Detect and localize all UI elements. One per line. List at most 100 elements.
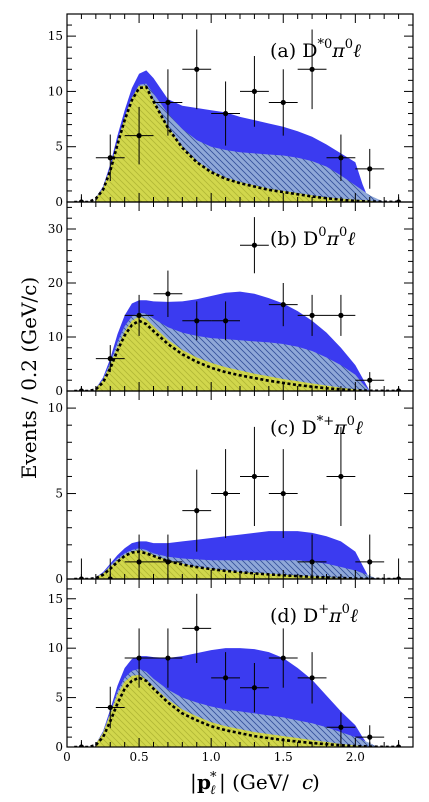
x-axis-label-open: | xyxy=(190,770,197,795)
y-tick-label: 10 xyxy=(48,330,63,344)
dashed-curve xyxy=(74,550,399,579)
panel-plot-area-0 xyxy=(67,29,413,202)
data-point-marker xyxy=(280,490,286,497)
panel-label-part: π xyxy=(328,605,342,627)
data-point-marker xyxy=(251,88,258,95)
data-point xyxy=(268,283,298,327)
panel-label-part: (c) D xyxy=(270,417,317,439)
panel-label: (c) D*+π0ℓ xyxy=(270,414,363,439)
panel-label-part: 0 xyxy=(318,225,326,240)
y-tick-label: 15 xyxy=(48,592,63,606)
y-tick-label: 0 xyxy=(55,195,63,209)
panel-label-part: *+ xyxy=(317,414,334,429)
data-point-marker xyxy=(165,99,171,106)
panel-label-part: π xyxy=(331,40,345,62)
data-point xyxy=(355,372,385,389)
data-point-marker xyxy=(338,724,344,730)
data-point-marker xyxy=(136,559,142,565)
data-point-marker xyxy=(194,318,200,324)
dashed-curve xyxy=(74,676,399,747)
data-point-marker xyxy=(165,655,171,661)
x-axis-label-star: * xyxy=(210,770,217,785)
y-tick-label: 10 xyxy=(48,401,63,415)
data-point-marker xyxy=(280,99,286,106)
data-point-marker xyxy=(309,312,315,318)
y-tick-label: 5 xyxy=(55,691,63,705)
y-tick-label: 5 xyxy=(55,140,63,154)
y-tick-label: 5 xyxy=(55,487,63,501)
data-point-marker xyxy=(222,490,229,497)
panel-label-part: ℓ xyxy=(350,605,358,627)
x-tick-label: 1.5 xyxy=(274,750,293,764)
panel-label-part: 0 xyxy=(347,414,355,429)
data-point xyxy=(355,148,385,189)
data-point xyxy=(95,134,125,181)
panel-label-part: π xyxy=(333,417,347,439)
data-point-marker xyxy=(222,110,229,117)
y-tick-label: 0 xyxy=(55,384,63,398)
y-tick-label: 10 xyxy=(48,84,63,98)
y-tick-label: 0 xyxy=(55,572,63,586)
data-point xyxy=(326,134,356,181)
panel-plot-area-2 xyxy=(67,426,413,579)
data-point-marker xyxy=(338,155,344,161)
panel-label-part: (a) D xyxy=(270,40,317,62)
data-point xyxy=(211,301,240,341)
panel-label: (d) D+π0ℓ xyxy=(270,602,358,627)
data-point xyxy=(124,534,154,579)
data-point xyxy=(240,426,269,527)
data-point-marker xyxy=(280,655,286,661)
y-tick-label: 20 xyxy=(48,276,63,290)
data-point-marker xyxy=(107,155,113,161)
data-point xyxy=(240,663,269,713)
data-point-marker xyxy=(367,166,373,172)
data-point-marker xyxy=(194,66,200,72)
data-point-marker xyxy=(338,312,344,318)
x-axis-label-paren: ) xyxy=(312,770,320,794)
panel-label-part: 0 xyxy=(345,37,353,52)
data-point-marker xyxy=(367,377,373,383)
data-point-marker xyxy=(338,473,344,480)
y-axis-label: Events / 0.2 (GeV/c) xyxy=(17,277,41,479)
x-tick-label: 2.0 xyxy=(346,750,365,764)
data-point xyxy=(268,69,298,136)
panel-plot-area-1 xyxy=(67,217,413,391)
data-point xyxy=(326,294,356,336)
data-point xyxy=(297,652,327,704)
data-point xyxy=(182,301,212,341)
data-point xyxy=(268,628,298,688)
panel-label-part: ℓ xyxy=(347,228,355,250)
panel-label: (b) D0π0ℓ xyxy=(270,225,355,250)
data-point-marker xyxy=(251,473,258,480)
data-point xyxy=(240,217,269,274)
data-point xyxy=(153,270,183,318)
data-point xyxy=(153,628,183,688)
panel-label-part: 0 xyxy=(339,225,347,240)
data-point xyxy=(95,686,125,729)
data-point-marker xyxy=(367,559,373,565)
data-point xyxy=(153,69,183,136)
x-axis-label-ell: ℓ xyxy=(210,783,216,798)
panel-label-part: + xyxy=(318,602,329,617)
yellow-hatch-overlay xyxy=(95,85,385,202)
panel-plot-area-3 xyxy=(67,593,413,747)
data-point xyxy=(211,652,240,704)
data-point xyxy=(124,294,154,336)
x-axis-label-p: p xyxy=(197,770,211,794)
data-point-marker xyxy=(107,356,113,362)
x-axis-label: | p * ℓ | (GeV/ c ) xyxy=(190,770,320,798)
data-point xyxy=(326,426,356,527)
x-tick-label: 1.0 xyxy=(202,750,221,764)
x-tick-label: 0 xyxy=(63,750,71,764)
data-point-marker xyxy=(280,302,286,308)
data-point xyxy=(95,345,125,373)
data-point-marker xyxy=(222,675,229,681)
x-tick-label: 0.5 xyxy=(130,750,149,764)
data-point xyxy=(124,628,154,688)
data-point-marker xyxy=(136,655,142,661)
